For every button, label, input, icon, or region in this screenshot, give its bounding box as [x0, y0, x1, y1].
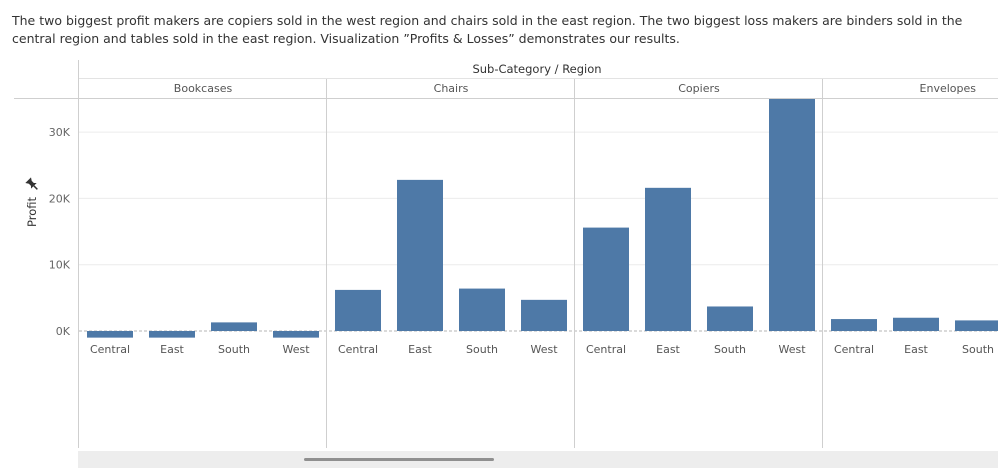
bar[interactable] [459, 288, 505, 331]
subcategory-header: Envelopes [920, 82, 977, 95]
bar[interactable] [521, 299, 567, 331]
region-label: West [778, 343, 806, 356]
region-label: East [408, 343, 432, 356]
scrollbar-thumb[interactable] [304, 458, 494, 461]
bar[interactable] [831, 319, 877, 331]
y-tick-label: 0K [56, 325, 71, 338]
region-label: South [466, 343, 498, 356]
horizontal-scrollbar[interactable] [78, 451, 998, 468]
region-label: East [904, 343, 928, 356]
region-label: Central [338, 343, 378, 356]
region-label: Central [586, 343, 626, 356]
region-label: South [218, 343, 250, 356]
subcategory-header: Copiers [678, 82, 720, 95]
bar[interactable] [645, 187, 691, 331]
subcategory-header: Chairs [434, 82, 469, 95]
bar[interactable] [87, 331, 133, 338]
caption-text: The two biggest profit makers are copier… [12, 13, 963, 46]
bars [87, 99, 998, 338]
pin-icon[interactable] [25, 177, 40, 192]
header-title: Sub-Category / Region [472, 62, 601, 76]
bar[interactable] [335, 289, 381, 331]
panel-dividers [14, 60, 998, 448]
bar[interactable] [769, 99, 815, 331]
y-tick-label: 10K [49, 259, 71, 272]
y-tick-label: 30K [49, 126, 71, 139]
region-label: South [962, 343, 994, 356]
bar[interactable] [211, 322, 257, 331]
bar[interactable] [397, 179, 443, 331]
bar[interactable] [273, 331, 319, 338]
y-axis-title: Profit [25, 197, 39, 227]
region-label: West [282, 343, 310, 356]
region-label: East [160, 343, 184, 356]
bar[interactable] [707, 306, 753, 331]
region-label: Central [834, 343, 874, 356]
bar[interactable] [893, 317, 939, 331]
bar[interactable] [583, 227, 629, 331]
region-label: South [714, 343, 746, 356]
labels: 0K 10K 20K 30K Bookcases Central East South West… [49, 82, 994, 356]
region-label: West [530, 343, 558, 356]
region-label: Central [90, 343, 130, 356]
bar[interactable] [955, 320, 998, 331]
bar[interactable] [149, 331, 195, 338]
region-label: East [656, 343, 680, 356]
y-tick-label: 20K [49, 192, 71, 205]
subcategory-header: Bookcases [174, 82, 233, 95]
